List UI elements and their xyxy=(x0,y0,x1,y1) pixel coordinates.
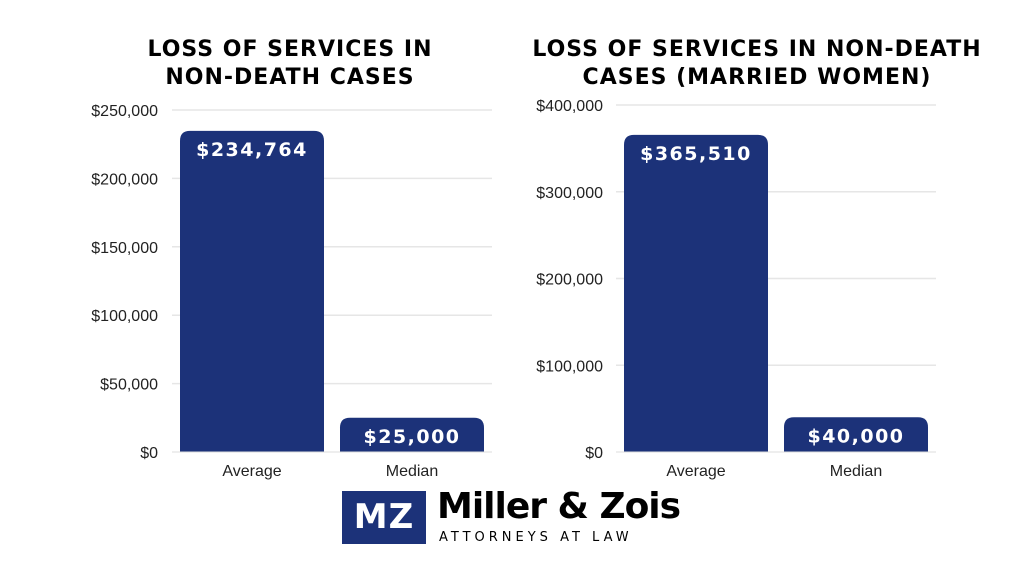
bar-median xyxy=(340,417,484,452)
chart-title-right: LOSS OF SERVICES IN NON-DEATH CASES (MAR… xyxy=(502,36,1012,92)
bar-median xyxy=(784,417,928,452)
y-tick-label: $200,000 xyxy=(91,171,158,188)
data-label: $25,000 xyxy=(363,426,460,448)
y-tick-label: $0 xyxy=(140,445,158,462)
chart-title-left: LOSS OF SERVICES IN NON-DEATH CASES xyxy=(90,36,490,92)
x-tick-label: Average xyxy=(222,463,281,480)
data-label: $40,000 xyxy=(807,425,904,447)
bar-average xyxy=(180,130,324,453)
y-tick-label: $50,000 xyxy=(100,377,158,394)
y-tick-label: $200,000 xyxy=(536,272,603,289)
title-line: NON-DEATH CASES xyxy=(165,65,415,90)
data-label: $234,764 xyxy=(196,139,308,161)
data-label: $365,510 xyxy=(640,143,752,165)
title-line: LOSS OF SERVICES IN xyxy=(147,37,433,62)
logo-tagline: ATTORNEYS AT LAW xyxy=(439,530,633,545)
y-tick-label: $300,000 xyxy=(536,185,603,202)
y-tick-label: $400,000 xyxy=(536,98,603,115)
title-line: CASES (MARRIED WOMEN) xyxy=(582,65,932,90)
title-line: LOSS OF SERVICES IN NON-DEATH xyxy=(532,37,982,62)
x-tick-label: Median xyxy=(830,463,882,480)
x-tick-label: Average xyxy=(666,463,725,480)
logo-name: Miller & Zois xyxy=(437,486,681,527)
logo-mark: MZ xyxy=(342,491,426,544)
y-tick-label: $250,000 xyxy=(91,103,158,120)
y-tick-label: $100,000 xyxy=(91,308,158,325)
bar-average xyxy=(624,134,768,452)
x-tick-label: Median xyxy=(386,463,438,480)
y-tick-label: $0 xyxy=(585,445,603,462)
y-tick-label: $100,000 xyxy=(536,358,603,375)
y-tick-label: $150,000 xyxy=(91,240,158,257)
